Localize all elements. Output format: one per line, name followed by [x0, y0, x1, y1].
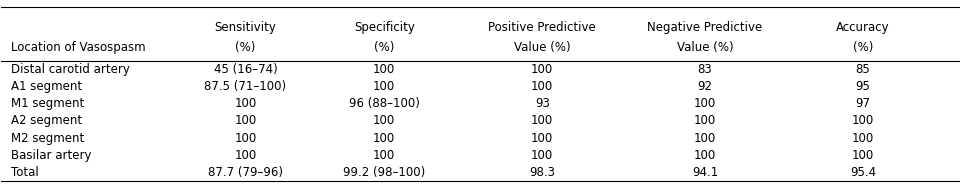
Text: 100: 100: [694, 132, 716, 145]
Text: (%): (%): [235, 41, 255, 54]
Text: Specificity: Specificity: [354, 21, 415, 34]
Text: 100: 100: [234, 97, 256, 110]
Text: 100: 100: [531, 132, 553, 145]
Text: 93: 93: [535, 97, 550, 110]
Text: 100: 100: [694, 97, 716, 110]
Text: M1 segment: M1 segment: [11, 97, 84, 110]
Text: Accuracy: Accuracy: [836, 21, 890, 34]
Text: Sensitivity: Sensitivity: [214, 21, 276, 34]
Text: 100: 100: [373, 132, 396, 145]
Text: 100: 100: [694, 114, 716, 127]
Text: Value (%): Value (%): [677, 41, 733, 54]
Text: Total: Total: [11, 166, 38, 179]
Text: Positive Predictive: Positive Predictive: [489, 21, 596, 34]
Text: 100: 100: [852, 114, 874, 127]
Text: 100: 100: [234, 114, 256, 127]
Text: Distal carotid artery: Distal carotid artery: [11, 63, 130, 76]
Text: (%): (%): [852, 41, 873, 54]
Text: 85: 85: [855, 63, 871, 76]
Text: 97: 97: [855, 97, 871, 110]
Text: M2 segment: M2 segment: [11, 132, 84, 145]
Text: 94.1: 94.1: [692, 166, 718, 179]
Text: 98.3: 98.3: [529, 166, 555, 179]
Text: 100: 100: [234, 149, 256, 162]
Text: 45 (16–74): 45 (16–74): [214, 63, 277, 76]
Text: 100: 100: [234, 132, 256, 145]
Text: 92: 92: [698, 80, 712, 93]
Text: 100: 100: [373, 114, 396, 127]
Text: 100: 100: [531, 114, 553, 127]
Text: 100: 100: [531, 80, 553, 93]
Text: 100: 100: [373, 63, 396, 76]
Text: 83: 83: [698, 63, 712, 76]
Text: 100: 100: [852, 149, 874, 162]
Text: 87.7 (79–96): 87.7 (79–96): [208, 166, 283, 179]
Text: 95: 95: [855, 80, 871, 93]
Text: 100: 100: [373, 80, 396, 93]
Text: Basilar artery: Basilar artery: [11, 149, 91, 162]
Text: 99.2 (98–100): 99.2 (98–100): [343, 166, 425, 179]
Text: A1 segment: A1 segment: [11, 80, 83, 93]
Text: Negative Predictive: Negative Predictive: [647, 21, 762, 34]
Text: 100: 100: [531, 63, 553, 76]
Text: (%): (%): [374, 41, 395, 54]
Text: Location of Vasospasm: Location of Vasospasm: [11, 41, 146, 54]
Text: 100: 100: [694, 149, 716, 162]
Text: 100: 100: [531, 149, 553, 162]
Text: 100: 100: [373, 149, 396, 162]
Text: A2 segment: A2 segment: [11, 114, 83, 127]
Text: 100: 100: [852, 132, 874, 145]
Text: Value (%): Value (%): [514, 41, 570, 54]
Text: 87.5 (71–100): 87.5 (71–100): [204, 80, 286, 93]
Text: 95.4: 95.4: [850, 166, 876, 179]
Text: 96 (88–100): 96 (88–100): [348, 97, 420, 110]
